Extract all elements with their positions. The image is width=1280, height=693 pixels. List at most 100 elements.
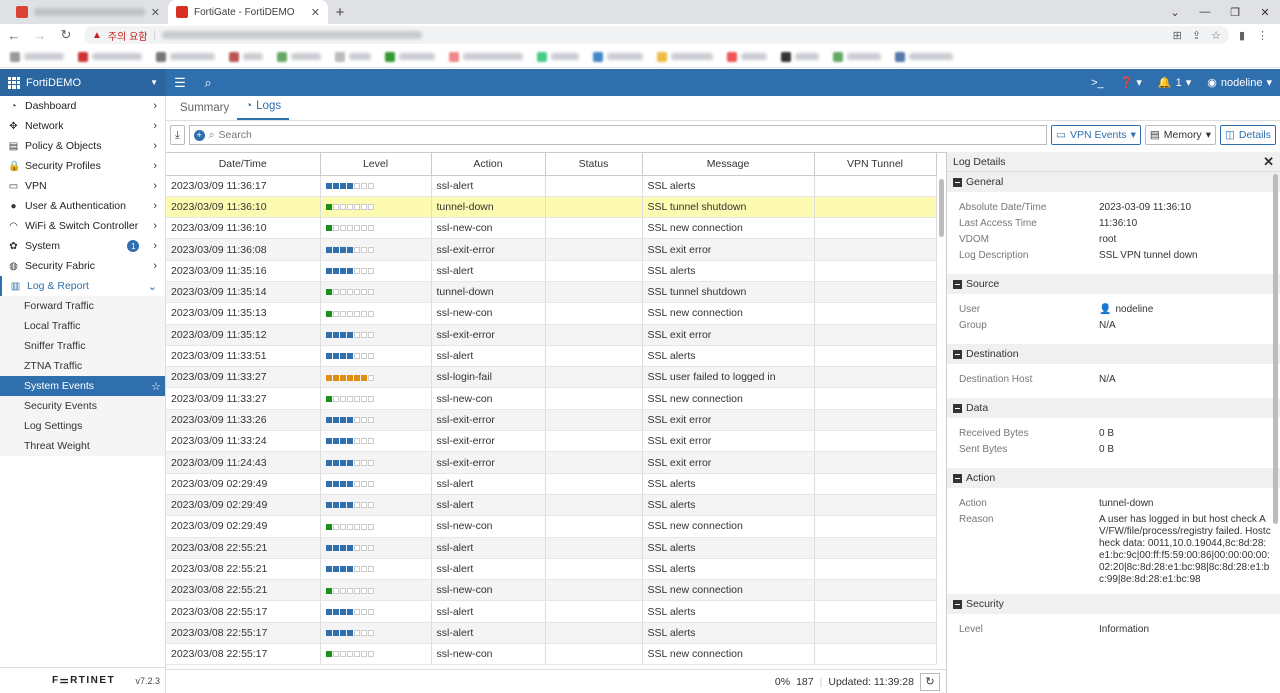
help-icon[interactable]: ❓ ▾ (1119, 77, 1142, 89)
search-input[interactable]: + ⌕ Search (188, 125, 1048, 145)
search-icon[interactable]: ⌕ (204, 74, 212, 90)
close-window-icon[interactable]: ✕ (1260, 6, 1270, 19)
restore-icon[interactable]: ❐ (1230, 6, 1240, 19)
sidebar-item[interactable]: ◠ WiFi & Switch Controller › (0, 216, 165, 236)
table-row[interactable]: 2023/03/08 22:55:17 ssl-alert SSL alerts (166, 600, 937, 623)
refresh-button[interactable]: ↻ (920, 672, 940, 691)
table-scrollbar[interactable] (936, 176, 946, 666)
sidebar-subitem[interactable]: Forward Traffic (0, 296, 165, 316)
download-button[interactable]: ⤓ (170, 125, 185, 145)
table-row[interactable]: 2023/03/09 11:35:13 ssl-new-con SSL new co… (166, 302, 937, 325)
col-header-datetime[interactable]: Date/Time (166, 153, 321, 176)
details-section-header[interactable]: Destination (947, 344, 1280, 364)
table-row[interactable]: 2023/03/09 11:33:27 ssl-login-fail SSL use… (166, 366, 937, 389)
sidebar-item[interactable]: ◍ Security Fabric › (0, 256, 165, 276)
share-icon[interactable]: ⇪ (1191, 29, 1202, 42)
forward-icon[interactable]: → (33, 27, 47, 43)
details-section-header[interactable]: Source (947, 274, 1280, 294)
col-header-message[interactable]: Message (642, 153, 815, 176)
minimize-icon[interactable]: — (1199, 6, 1211, 18)
browser-tab-active[interactable]: FortiGate - FortiDEMO ✕ (168, 0, 328, 24)
sidebar-item[interactable]: ▥ Log & Report ⌄ (0, 276, 165, 296)
sidebar-subitem[interactable]: ZTNA Traffic (0, 356, 165, 376)
log-source-dropdown[interactable]: ▤ Memory ▾ (1144, 125, 1216, 145)
table-row[interactable]: 2023/03/09 11:33:27 ssl-new-con SSL new co… (166, 387, 937, 410)
table-row[interactable]: 2023/03/08 22:55:17 ssl-alert SSL alerts (166, 622, 937, 645)
sidebar-item[interactable]: ▭ VPN › (0, 176, 165, 196)
table-row[interactable]: 2023/03/09 11:36:08 ssl-exit-error SSL exi… (166, 238, 937, 261)
table-row[interactable]: 2023/03/09 11:36:17 ssl-alert SSL alerts (166, 175, 937, 197)
table-row[interactable]: 2023/03/09 11:35:14 tunnel-down SSL tunnel… (166, 281, 937, 304)
back-icon[interactable]: ← (7, 27, 21, 43)
user-menu[interactable]: ◉ nodeline ▾ (1207, 76, 1272, 90)
table-row[interactable]: 2023/03/09 11:33:51 ssl-alert SSL alerts (166, 345, 937, 368)
bookmark-item[interactable] (895, 51, 953, 62)
sidebar-subitem[interactable]: System Events ☆ (0, 376, 165, 396)
vpn-events-dropdown[interactable]: ▭ VPN Events ▾ (1051, 125, 1141, 145)
sidebar-subitem[interactable]: Threat Weight (0, 436, 165, 456)
col-header-vpn-tunnel[interactable]: VPN Tunnel (814, 153, 937, 176)
table-row[interactable]: 2023/03/09 11:24:43 ssl-exit-error SSL exi… (166, 451, 937, 474)
bookmark-item[interactable] (385, 51, 435, 62)
browser-tab-blurred[interactable]: ✕ (8, 0, 168, 24)
sidebar-subitem[interactable]: Security Events (0, 396, 165, 416)
col-header-level[interactable]: Level (320, 153, 432, 176)
bookmark-item[interactable] (156, 51, 215, 62)
sidebar-item[interactable]: ▤ Policy & Objects › (0, 136, 165, 156)
details-section-header[interactable]: General (947, 172, 1280, 192)
bookmark-item[interactable] (833, 51, 881, 62)
sidebar-item[interactable]: ✥ Network › (0, 116, 165, 136)
table-row[interactable]: 2023/03/09 11:36:10 tunnel-down SSL tunnel… (166, 196, 937, 219)
bookmark-star-icon[interactable]: ☆ (1211, 29, 1221, 42)
bookmark-item[interactable] (449, 51, 523, 62)
close-tab-icon[interactable]: ✕ (150, 6, 160, 19)
bookmark-item[interactable] (229, 51, 263, 62)
reload-icon[interactable]: ↻ (60, 27, 72, 42)
notifications-button[interactable]: 🔔 1 ▾ (1158, 76, 1191, 90)
scrollbar-thumb[interactable] (939, 179, 944, 237)
table-row[interactable]: 2023/03/09 11:36:10 ssl-new-con SSL new co… (166, 217, 937, 240)
details-section-header[interactable]: Action (947, 468, 1280, 488)
bookmark-item[interactable] (10, 51, 64, 62)
table-row[interactable]: 2023/03/09 11:35:12 ssl-exit-error SSL exi… (166, 324, 937, 346)
table-row[interactable]: 2023/03/09 02:29:49 ssl-alert SSL alerts (166, 494, 937, 517)
table-row[interactable]: 2023/03/08 22:55:21 ssl-alert SSL alerts (166, 537, 937, 559)
add-filter-icon[interactable]: + (193, 129, 205, 141)
sidebar-subitem[interactable]: Log Settings (0, 416, 165, 436)
sidebar-item[interactable]: ● User & Authentication › (0, 196, 165, 216)
table-row[interactable]: 2023/03/08 22:55:21 ssl-new-con SSL new co… (166, 579, 937, 602)
tab-summary[interactable]: Summary (180, 102, 230, 114)
sidepanel-icon[interactable]: ▮ (1238, 29, 1245, 42)
sidebar-item[interactable]: 🔒 Security Profiles › (0, 156, 165, 176)
warning-icon[interactable]: ▲ (92, 29, 102, 41)
table-row[interactable]: 2023/03/09 11:33:26 ssl-exit-error SSL exi… (166, 409, 937, 432)
bookmark-item[interactable] (593, 51, 643, 62)
bookmark-item[interactable] (78, 51, 142, 62)
cli-console-icon[interactable]: >_ (1091, 76, 1104, 89)
details-toggle-button[interactable]: ◫ Details (1219, 125, 1276, 145)
details-section-header[interactable]: Data (947, 398, 1280, 418)
close-tab-icon[interactable]: ✕ (310, 6, 320, 19)
bookmark-item[interactable] (277, 51, 321, 62)
menu-kebab-icon[interactable]: ⋮ (1257, 29, 1268, 42)
favorite-star-icon[interactable]: ☆ (151, 380, 161, 393)
table-row[interactable]: 2023/03/09 11:33:24 ssl-exit-error SSL exi… (166, 430, 937, 453)
url-input[interactable]: ▲ 주의 요함 | ⊞ ⇪ ☆ (84, 26, 1229, 44)
bookmark-item[interactable] (657, 51, 713, 62)
table-row[interactable]: 2023/03/09 11:35:16 ssl-alert SSL alerts (166, 260, 937, 282)
bookmark-item[interactable] (537, 51, 579, 62)
table-row[interactable]: 2023/03/08 22:55:21 ssl-alert SSL alerts (166, 558, 937, 581)
device-selector[interactable]: FortiDEMO ▼ (0, 69, 166, 96)
bookmark-item[interactable] (781, 51, 819, 62)
col-header-action[interactable]: Action (431, 153, 546, 176)
translate-icon[interactable]: ⊞ (1172, 29, 1182, 42)
sidebar-subitem[interactable]: Sniffer Traffic (0, 336, 165, 356)
tab-search-icon[interactable]: ⌄ (1170, 6, 1180, 19)
bookmark-item[interactable] (727, 51, 767, 62)
new-tab-button[interactable]: + (335, 3, 345, 21)
security-warning-label[interactable]: 주의 요함 (107, 31, 148, 43)
tab-logs[interactable]: ◔ Logs (237, 100, 290, 120)
close-icon[interactable]: ✕ (1263, 153, 1274, 169)
table-row[interactable]: 2023/03/08 22:55:17 ssl-new-con SSL new co… (166, 643, 937, 665)
hamburger-menu-icon[interactable]: ☰ (174, 74, 186, 90)
